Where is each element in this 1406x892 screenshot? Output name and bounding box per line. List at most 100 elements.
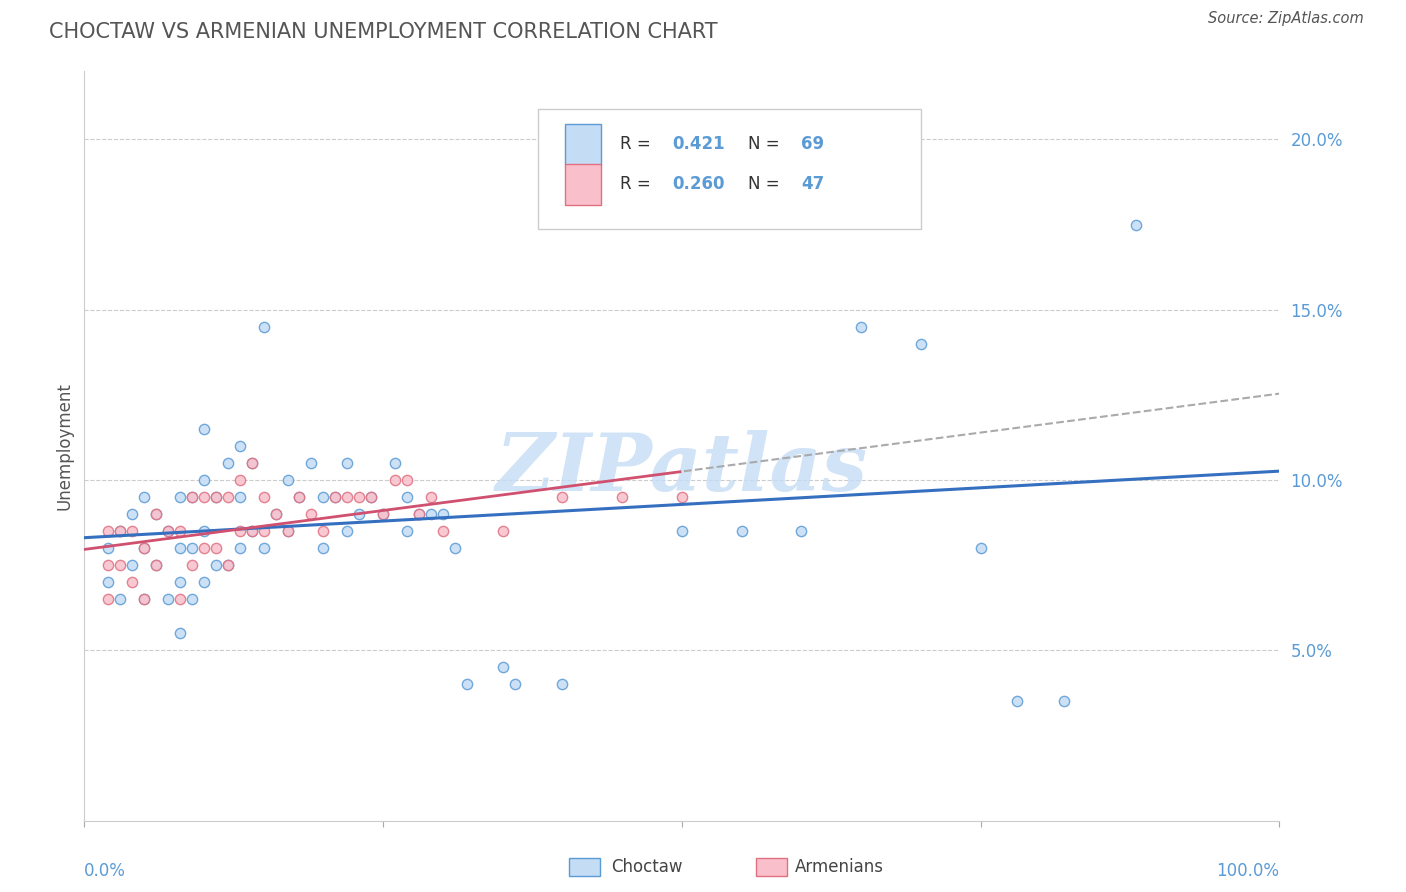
Point — [396, 524, 419, 538]
Point — [132, 541, 156, 556]
Point — [121, 575, 143, 590]
Point — [193, 524, 215, 538]
Point — [193, 490, 215, 504]
Point — [612, 184, 634, 198]
Point — [349, 490, 371, 504]
Point — [229, 490, 252, 504]
Point — [205, 558, 228, 573]
Point — [970, 541, 993, 556]
Point — [349, 507, 371, 521]
Point — [217, 456, 239, 470]
Point — [432, 524, 454, 538]
Point — [492, 524, 515, 538]
Point — [145, 507, 167, 521]
Point — [97, 592, 120, 607]
Point — [336, 490, 359, 504]
Point — [253, 490, 276, 504]
Point — [169, 524, 191, 538]
Text: CHOCTAW VS ARMENIAN UNEMPLOYMENT CORRELATION CHART: CHOCTAW VS ARMENIAN UNEMPLOYMENT CORRELA… — [49, 22, 718, 42]
Point — [671, 524, 693, 538]
Point — [325, 490, 347, 504]
Point — [145, 558, 167, 573]
Text: R =: R = — [620, 175, 655, 194]
Point — [193, 541, 215, 556]
Point — [240, 524, 263, 538]
Point — [205, 490, 228, 504]
Point — [420, 507, 443, 521]
Point — [790, 524, 813, 538]
Point — [551, 677, 574, 691]
Text: Choctaw: Choctaw — [612, 858, 683, 876]
Point — [169, 490, 191, 504]
Point — [1005, 694, 1028, 708]
Point — [612, 490, 634, 504]
Point — [396, 473, 419, 487]
Point — [373, 507, 395, 521]
Text: N =: N = — [748, 175, 785, 194]
Point — [169, 626, 191, 640]
Point — [325, 490, 347, 504]
Point — [336, 456, 359, 470]
Y-axis label: Unemployment: Unemployment — [55, 382, 73, 510]
Point — [181, 541, 204, 556]
Point — [132, 541, 156, 556]
Point — [169, 541, 191, 556]
Point — [145, 507, 167, 521]
Point — [432, 507, 454, 521]
Point — [97, 541, 120, 556]
Point — [240, 456, 263, 470]
Point — [229, 541, 252, 556]
Point — [731, 524, 754, 538]
Point — [312, 490, 335, 504]
Text: Armenians: Armenians — [794, 858, 883, 876]
FancyBboxPatch shape — [538, 109, 921, 228]
Point — [132, 592, 156, 607]
Text: 69: 69 — [801, 136, 824, 153]
Point — [360, 490, 382, 504]
Point — [132, 490, 156, 504]
Point — [121, 507, 143, 521]
Point — [157, 524, 180, 538]
Point — [229, 524, 252, 538]
Point — [420, 490, 443, 504]
Point — [384, 456, 406, 470]
Text: N =: N = — [748, 136, 785, 153]
FancyBboxPatch shape — [565, 124, 600, 165]
Point — [373, 507, 395, 521]
Point — [1125, 218, 1147, 232]
Text: 0.260: 0.260 — [672, 175, 725, 194]
Point — [97, 575, 120, 590]
Point — [408, 507, 430, 521]
Point — [910, 336, 932, 351]
Point — [193, 575, 215, 590]
Point — [288, 490, 311, 504]
Point — [492, 660, 515, 674]
Point — [205, 490, 228, 504]
Point — [277, 524, 299, 538]
Point — [551, 490, 574, 504]
Point — [110, 558, 132, 573]
Point — [181, 490, 204, 504]
Point — [671, 490, 693, 504]
Point — [97, 558, 120, 573]
Text: Source: ZipAtlas.com: Source: ZipAtlas.com — [1208, 11, 1364, 26]
Text: 0.421: 0.421 — [672, 136, 725, 153]
Text: ZIPatlas: ZIPatlas — [496, 430, 868, 508]
Point — [396, 490, 419, 504]
Point — [205, 541, 228, 556]
Point — [169, 575, 191, 590]
Point — [240, 524, 263, 538]
Point — [121, 558, 143, 573]
Point — [253, 319, 276, 334]
Point — [193, 422, 215, 436]
Point — [181, 490, 204, 504]
Point — [110, 524, 132, 538]
Text: 47: 47 — [801, 175, 825, 194]
Point — [503, 677, 526, 691]
Point — [1053, 694, 1076, 708]
Text: 0.0%: 0.0% — [84, 862, 127, 880]
Point — [229, 439, 252, 453]
Point — [181, 592, 204, 607]
Point — [288, 490, 311, 504]
Point — [312, 541, 335, 556]
